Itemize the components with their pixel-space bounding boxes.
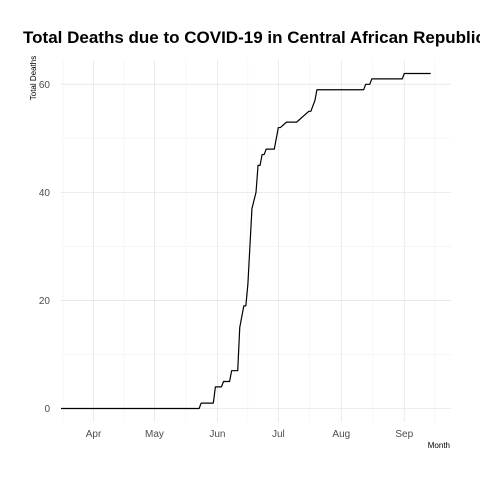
x-axis-title: Month: [428, 441, 450, 450]
y-axis-title: Total Deaths: [29, 56, 38, 100]
x-tick-label: May: [145, 429, 164, 440]
chart-title: Total Deaths due to COVID-19 in Central …: [23, 28, 480, 47]
y-tick-label: 20: [39, 296, 51, 307]
y-tick-label: 40: [39, 188, 51, 199]
x-tick-label: Jul: [272, 429, 285, 440]
x-tick-label: Jun: [209, 429, 225, 440]
x-axis-tick-labels: Apr May Jun Jul Aug Sep: [86, 429, 414, 440]
y-tick-label: 0: [44, 404, 50, 415]
x-tick-label: Apr: [86, 429, 102, 440]
minor-gridlines-x: [62, 60, 436, 422]
y-axis-tick-labels: 0 20 40 60: [39, 80, 51, 415]
major-gridlines-x: [93, 60, 405, 422]
minor-gridlines-y: [61, 138, 451, 355]
y-tick-label: 60: [39, 80, 51, 91]
x-tick-label: Sep: [395, 429, 413, 440]
total-deaths-line: [61, 72, 431, 410]
x-tick-label: Aug: [332, 429, 350, 440]
